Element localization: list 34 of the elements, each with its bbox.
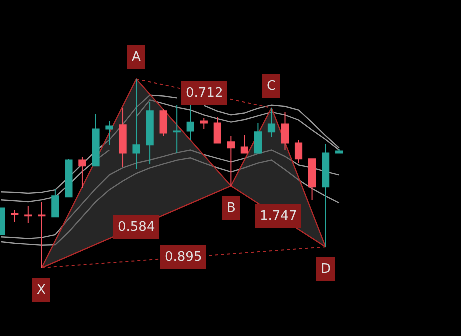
candlestick (132, 78, 140, 170)
candlestick (240, 134, 249, 154)
candlestick (186, 104, 194, 141)
candlestick (322, 144, 330, 248)
candlestick (308, 158, 316, 201)
candlestick (268, 108, 276, 138)
candlestick (146, 102, 154, 165)
candlestick (92, 114, 100, 167)
candlestick (119, 108, 127, 168)
text: X (37, 283, 46, 298)
candlestick (65, 158, 73, 198)
candlestick (38, 202, 46, 269)
candlestick (281, 112, 290, 151)
candlestick (106, 120, 114, 146)
candlestick (11, 210, 19, 223)
annotation: D (321, 262, 332, 277)
annotation: 0.895 (165, 250, 202, 265)
candlestick (336, 148, 344, 154)
candlestick (173, 104, 181, 154)
candlestick (24, 206, 32, 224)
annotation: B (227, 201, 236, 216)
candlestick (254, 122, 262, 154)
candlestick (214, 116, 222, 144)
candlestick (52, 188, 60, 218)
candlestick (160, 108, 168, 137)
candlestick (78, 156, 86, 189)
annotation: C (267, 79, 276, 94)
annotation: 1.747 (260, 209, 298, 224)
text: A (132, 50, 141, 65)
annotation: 0.584 (118, 220, 156, 235)
candlestick (227, 136, 235, 187)
annotation: 0.712 (186, 86, 224, 101)
candlestick (294, 140, 303, 164)
candlestick (200, 118, 208, 130)
